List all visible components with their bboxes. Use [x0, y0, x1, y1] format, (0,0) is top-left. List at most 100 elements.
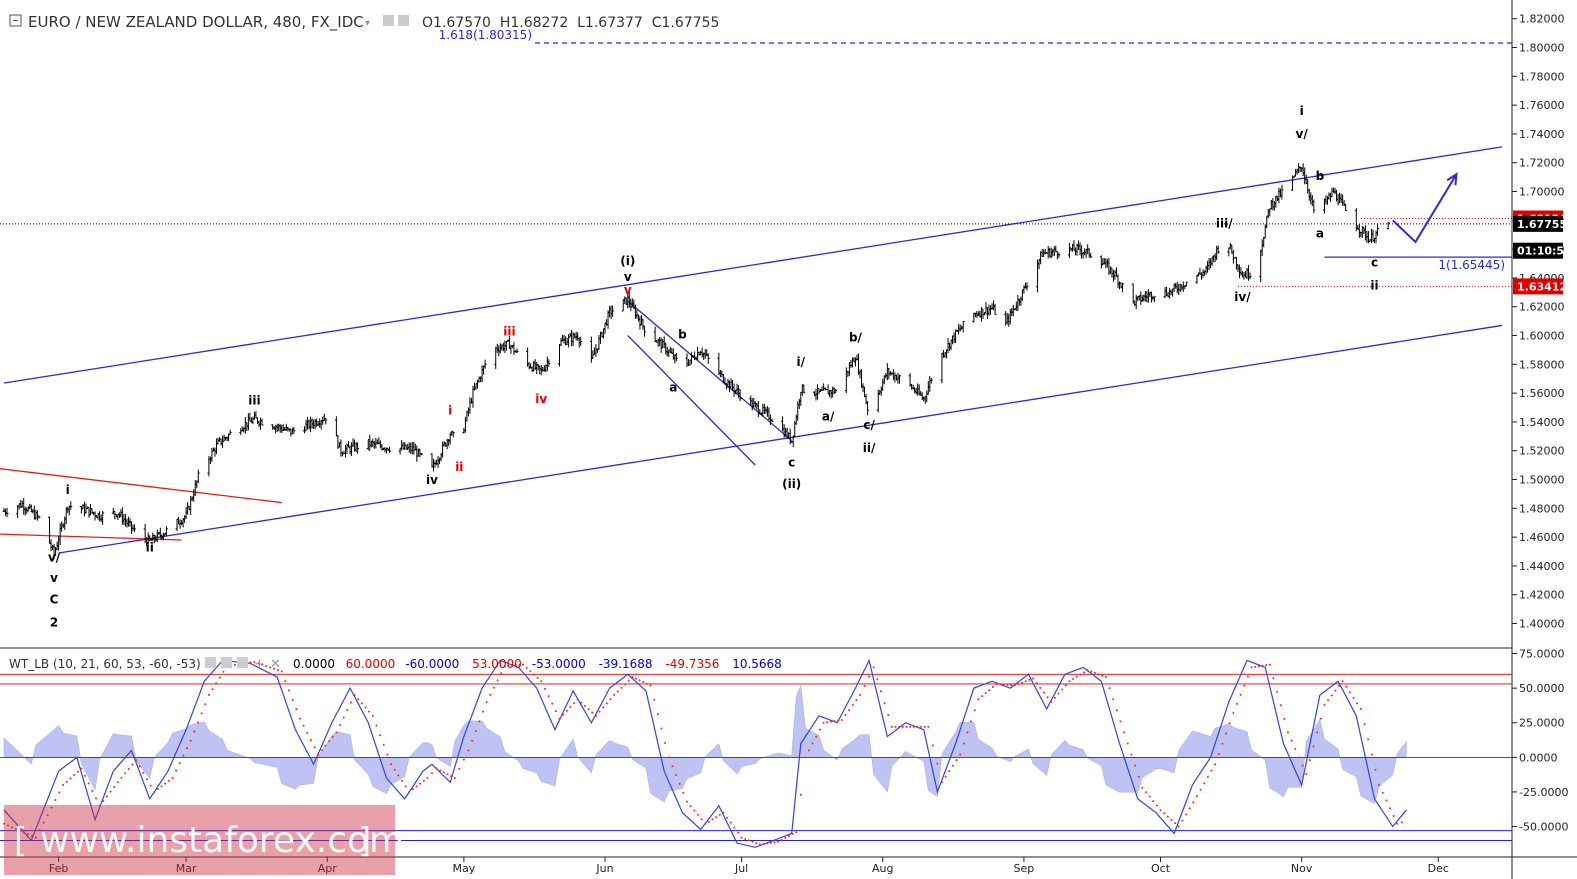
channel-upper-line	[3, 146, 1503, 384]
wt2-dot	[400, 779, 403, 782]
wt2-dot	[160, 785, 163, 788]
wt2-dot	[1130, 753, 1133, 756]
wt2-dot	[435, 767, 438, 770]
wt2-dot	[955, 759, 958, 762]
price-tick-label: 1.40000	[1519, 618, 1565, 631]
wt2-dot	[431, 772, 433, 775]
wt2-dot	[422, 779, 425, 782]
wt2-dot	[894, 725, 897, 728]
wt2-dot	[269, 666, 272, 669]
wt2-dot	[109, 790, 112, 793]
wt2-dot	[324, 744, 327, 747]
price-tag-label: 1.63412	[1517, 280, 1567, 293]
wt2-dot	[135, 759, 138, 762]
price-pane-background	[0, 0, 1512, 648]
time-tick-label: Oct	[1151, 862, 1171, 875]
wt2-dot	[113, 785, 116, 788]
wt2-dot	[50, 806, 53, 809]
wt2-dot	[1064, 684, 1067, 687]
wt2-dot	[253, 660, 256, 663]
wt2-dot	[780, 838, 783, 841]
wt2-dot	[1101, 674, 1104, 677]
price-bars	[2, 163, 1390, 560]
collapse-icon[interactable]	[9, 14, 22, 27]
wt2-dot	[298, 717, 301, 720]
wt2-dot	[833, 720, 836, 723]
wt2-dot	[718, 813, 721, 816]
wt2-dot	[149, 784, 152, 787]
wt2-dot	[58, 791, 61, 794]
price-pane[interactable]: 1.618(1.80315)1(1.65445) iv/vC2iiiiiivii…	[0, 0, 1512, 648]
watermark-bracket-left: [	[14, 821, 27, 861]
wt2-dot	[1323, 703, 1326, 706]
wt2-dot	[569, 705, 572, 708]
wt2-dot	[758, 843, 761, 846]
wt2-dot	[306, 731, 309, 734]
settings-icon[interactable]	[221, 657, 232, 668]
wt2-dot	[1396, 822, 1399, 825]
wt2-dot	[415, 785, 418, 788]
wave-label: (ii)	[782, 477, 801, 491]
price-tick-label: 1.46000	[1519, 531, 1565, 544]
eye-icon[interactable]	[205, 657, 216, 668]
wt2-dot	[164, 782, 167, 785]
wt2-dot	[382, 743, 385, 746]
watermark-background	[4, 805, 395, 875]
wt2-dot	[450, 775, 453, 778]
time-tick-label: Dec	[1428, 862, 1449, 875]
oscillator-plot	[0, 658, 1512, 848]
interval-dropdown-icon[interactable]: ▾	[365, 18, 370, 29]
price-tick-label: 1.60000	[1519, 330, 1565, 343]
source-icon[interactable]	[237, 657, 248, 668]
price-tick-label: 1.70000	[1519, 186, 1565, 199]
wt2-dot	[1090, 670, 1093, 673]
wt2-dot	[565, 709, 568, 712]
wt2-dot	[1053, 696, 1056, 699]
wt2-dot	[762, 842, 765, 845]
wave-label: iv	[535, 392, 547, 406]
wt2-dot	[1316, 731, 1319, 734]
wt2-dot	[1134, 764, 1137, 767]
oscillator-pane[interactable]	[0, 658, 1512, 848]
wt2-dot	[653, 698, 656, 701]
wt2-dot	[1021, 681, 1024, 684]
wt2-dot	[656, 713, 659, 716]
wt2-dot	[879, 690, 882, 693]
wt2-dot	[868, 675, 871, 678]
close-icon[interactable]: ✕	[270, 657, 281, 672]
symbol-title: EURO / NEW ZEALAND DOLLAR, 480, FX_IDC	[28, 13, 364, 32]
wt2-dot	[536, 676, 539, 679]
wave-label: v	[624, 283, 632, 297]
price-tick-label: 1.80000	[1519, 42, 1565, 55]
wt2-dot	[1002, 683, 1005, 686]
wt2-dot	[562, 713, 565, 716]
wt2-dot	[288, 689, 291, 692]
chart-header[interactable]: EURO / NEW ZEALAND DOLLAR, 480, FX_IDC ▾…	[9, 13, 719, 32]
eye-icon[interactable]	[383, 15, 394, 26]
settings-icon[interactable]	[398, 15, 409, 26]
wt2-dot	[583, 704, 586, 707]
wt2-dot	[379, 734, 382, 737]
indicator-header[interactable]: WT_LB (10, 21, 60, 53, -60, -53) + ✕ 0.0…	[9, 657, 782, 672]
time-axis[interactable]: Feb Mar Apr May Jun Jul Aug Sep Oct Nov Dec	[49, 857, 1449, 875]
wt2-dot	[514, 664, 517, 667]
wt2-dot	[1385, 799, 1388, 802]
wave-label: c	[1371, 255, 1378, 269]
wt2-dot	[211, 688, 214, 691]
wt2-dot	[1367, 738, 1370, 741]
wt2-dot	[1363, 723, 1366, 726]
indicator-value: -60.0000	[405, 657, 459, 671]
wt2-dot	[826, 721, 829, 724]
oscillator-axis[interactable]: 75.0000 50.0000 25.0000 0.0000 -25.0000 -50.0…	[1512, 648, 1568, 834]
wt2-dot	[872, 666, 875, 669]
wt2-dot	[1217, 753, 1220, 756]
wt2-dot	[1327, 699, 1330, 702]
wt2-dot	[905, 725, 908, 728]
price-axis[interactable]: 1.82000 1.80000 1.78000 1.76000 1.74000 1.720…	[1512, 13, 1565, 631]
wt2-dot	[689, 805, 692, 808]
wt2-dot	[1137, 775, 1140, 778]
wt2-dot	[818, 728, 821, 731]
add-icon[interactable]: +	[254, 657, 265, 672]
